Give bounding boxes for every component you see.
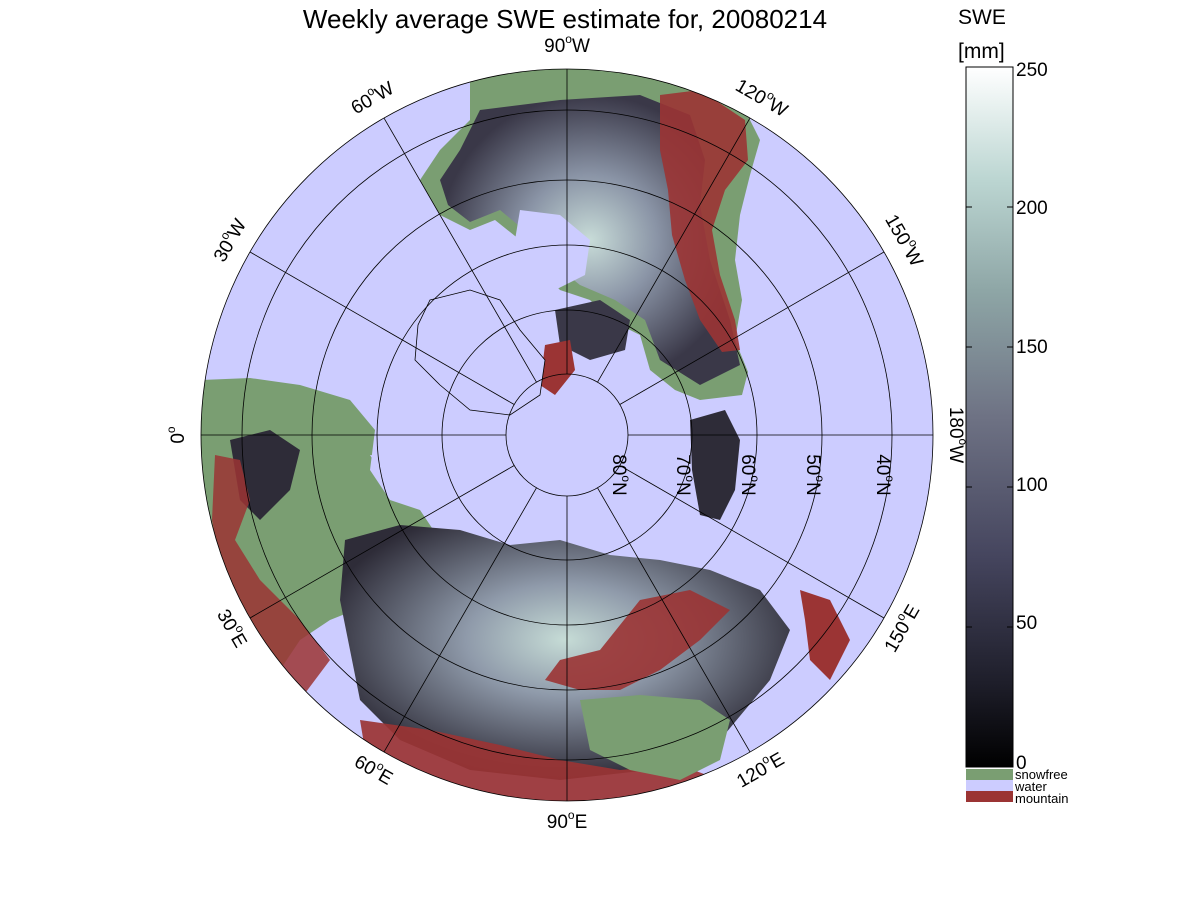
legend-label-snowfree: snowfree [1015,767,1068,782]
latitude-labels: 80oN 70oN 60oN 50oN 40oN [608,454,897,496]
longitude-label: 30oW [207,214,251,266]
meridians [201,69,933,801]
meridian-line [249,465,515,619]
colorbar-tick-label: 100 [1016,475,1048,496]
hudson-bay [515,210,590,290]
colorbar-label-unit: [mm] [958,40,1005,63]
legend-swatch-mountain [966,791,1013,802]
meridian-line [597,487,751,753]
longitude-label: 60oW [346,75,398,119]
europe-mountain [212,455,330,700]
legend-swatch-snowfree [966,769,1013,780]
meridian-line [383,117,537,383]
kamchatka-mountain [800,590,850,680]
colorbar-tick-label: 150 [1016,337,1048,358]
latitude-label: 40oN [872,454,897,496]
arctic-islands [555,300,630,360]
latitude-label: 50oN [802,454,827,496]
rockies-mountain [660,90,748,352]
longitude-label: 180oW [945,407,970,463]
map-title: Weekly average SWE estimate for, 2008021… [302,4,828,34]
east-asia-snowfree [580,695,730,780]
longitude-label: 90oE [547,808,588,833]
colorbar-tick-label: 200 [1016,198,1048,219]
meridian-line [619,465,885,619]
colorbar-label-swe: SWE [958,6,1006,29]
greenland-outline [414,289,546,416]
siberia-mountain [545,590,730,690]
legend-swatch-water [966,780,1013,791]
meridian-line [619,251,885,405]
longitude-label: 0o [164,426,189,444]
meridian-line [249,251,515,405]
colorbar [965,66,1014,768]
meridian-line [383,487,537,753]
colorbar-tick-label: 250 [1016,60,1048,81]
white-sea [370,455,455,505]
colorbar-tick-label: 0 [1016,753,1027,774]
colorbar-tick-label: 50 [1016,613,1038,634]
legend-label-water: water [1015,779,1047,794]
land-masses [201,69,850,801]
legend-label-mountain: mountain [1015,791,1069,806]
longitude-label: 120oE [731,745,788,792]
latitude-label: 60oN [737,454,762,496]
arctic-island-red [540,340,575,395]
latitude-label: 70oN [672,454,697,496]
longitude-label: 90oW [544,32,590,57]
meridian-line [597,117,751,383]
latitude-label: 80oN [608,454,633,496]
colorbar-ticks [966,66,1013,768]
chukotka-land [690,410,740,520]
